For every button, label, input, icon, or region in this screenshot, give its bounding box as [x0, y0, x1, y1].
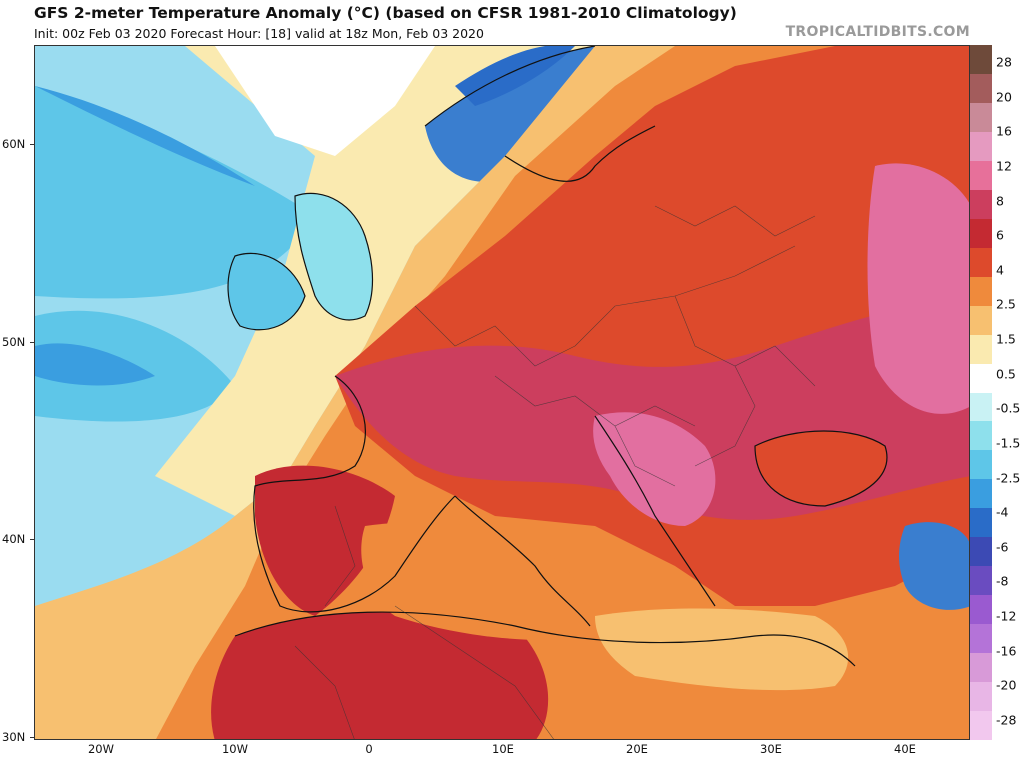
white-zone-north: [215, 46, 435, 156]
colorbar-segment: [970, 247, 992, 277]
brand-watermark: TROPICALTIDBITS.COM: [785, 24, 970, 40]
colorbar-segment: [970, 392, 992, 422]
forecast-subtitle: Init: 00z Feb 03 2020 Forecast Hour: [18…: [34, 26, 484, 41]
iberia-hot: [255, 465, 395, 616]
map-title: GFS 2-meter Temperature Anomaly (°C) (ba…: [34, 4, 737, 22]
colorbar-label: 16: [996, 123, 1012, 139]
lon-label-20e: 20E: [626, 742, 648, 756]
lon-label-40e: 40E: [894, 742, 916, 756]
colorbar-segment: [970, 595, 992, 625]
colorbar-label: -20: [996, 677, 1017, 693]
britain-cool: [295, 193, 373, 320]
lat-tick-60: [30, 144, 34, 145]
colorbar-segment: [970, 218, 992, 248]
east-turkey-cold: [899, 522, 969, 610]
colorbar-segment: [970, 682, 992, 712]
colorbar-label: 28: [996, 54, 1012, 70]
coastlines: [227, 46, 888, 667]
colorbar-segment: [970, 653, 992, 683]
colorbar-label: -8: [996, 573, 1009, 589]
country-borders: [294, 205, 816, 739]
lat-label-50n: 50N: [2, 335, 26, 349]
colorbar-segment: [970, 421, 992, 451]
colorbar-segment: [970, 160, 992, 190]
colorbar-segment: [970, 566, 992, 596]
colorbar-label: -4: [996, 504, 1009, 520]
colorbar-segment: [970, 363, 992, 393]
colorbar-segment: [970, 537, 992, 567]
deep-cool-patch: [35, 343, 155, 386]
map-canvas: [35, 46, 969, 739]
colorbar: [970, 45, 992, 741]
colorbar-segment: [970, 508, 992, 538]
colorbar-segment: [970, 102, 992, 132]
colorbar-label: -12: [996, 608, 1017, 624]
lat-label-30n: 30N: [2, 730, 26, 744]
lat-label-60n: 60N: [2, 137, 26, 151]
north-africa-hot: [211, 612, 549, 739]
colorbar-label: 12: [996, 158, 1012, 174]
lon-label-0: 0: [365, 742, 373, 756]
lon-label-10e: 10E: [492, 742, 514, 756]
colorbar-label: -28: [996, 712, 1017, 728]
colorbar-segment: [970, 73, 992, 103]
colorbar-label: -0.5: [996, 400, 1021, 416]
colorbar-label: 4: [996, 262, 1004, 278]
cool-ocean-band-north: [35, 86, 315, 299]
lon-label-30e: 30E: [760, 742, 782, 756]
colorbar-label: 6: [996, 227, 1004, 243]
colorbar-segment: [970, 450, 992, 480]
colorbar-label: 8: [996, 193, 1004, 209]
lat-tick-50: [30, 342, 34, 343]
colorbar-segment: [970, 334, 992, 364]
eastern-med-sea: [595, 608, 849, 691]
balkans-extreme: [593, 412, 716, 526]
colorbar-label: 0.5: [996, 366, 1016, 382]
colorbar-label: 20: [996, 89, 1012, 105]
colorbar-segment: [970, 624, 992, 654]
colorbar-segment: [970, 479, 992, 509]
deep-cool-streak: [35, 86, 255, 186]
colorbar-segment: [970, 45, 992, 74]
colorbar-segment: [970, 131, 992, 161]
anomaly-map: [34, 45, 970, 740]
colorbar-label: -16: [996, 643, 1017, 659]
russia-extreme: [867, 163, 969, 414]
colorbar-label: -1.5: [996, 435, 1021, 451]
black-sea: [755, 431, 887, 506]
colorbar-label: 1.5: [996, 331, 1016, 347]
ireland-cool: [228, 253, 305, 330]
lat-tick-40: [30, 539, 34, 540]
colorbar-segment: [970, 305, 992, 335]
lat-label-40n: 40N: [2, 532, 26, 546]
colorbar-label: -2.5: [996, 470, 1021, 486]
colorbar-label: 2.5: [996, 296, 1016, 312]
lon-label-10w: 10W: [221, 742, 249, 756]
colorbar-segment: [970, 189, 992, 219]
scandinavia-colder: [455, 46, 575, 106]
western-med-sea: [361, 522, 595, 640]
colorbar-segment: [970, 276, 992, 306]
colorbar-label: -6: [996, 539, 1009, 555]
lat-tick-30: [30, 737, 34, 738]
lon-label-20w: 20W: [87, 742, 115, 756]
colorbar-segment: [970, 711, 992, 741]
